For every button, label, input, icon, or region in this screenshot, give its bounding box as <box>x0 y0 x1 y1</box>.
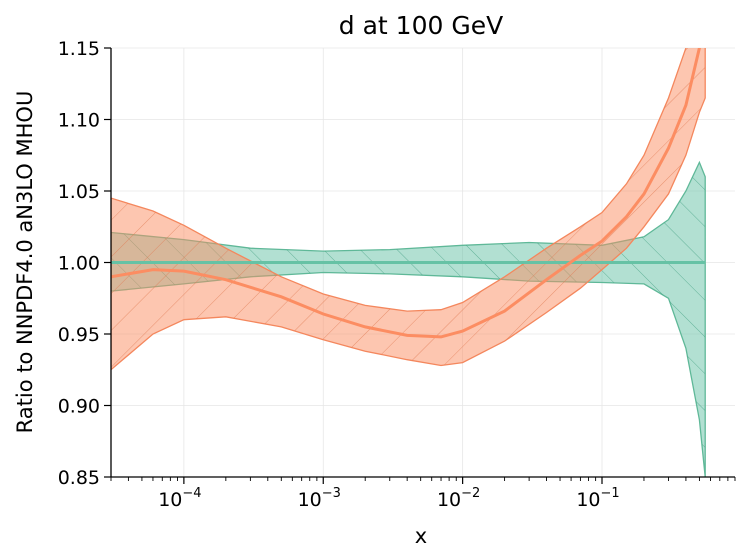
x-tick-base: 10 <box>298 489 322 511</box>
orange-central-line <box>111 48 701 339</box>
x-tick-base: 10 <box>437 489 461 511</box>
y-axis-label: Ratio to NNPDF4.0 aN3LO MHOU <box>13 91 37 434</box>
y-tick-label: 1.00 <box>58 253 100 275</box>
y-tick-label: 0.95 <box>58 324 100 346</box>
x-tick-label: 10−1 <box>576 486 619 511</box>
x-tick-exponent: −1 <box>601 486 620 501</box>
x-tick-label: 10−2 <box>437 486 480 511</box>
orange-band-hatch <box>111 48 706 370</box>
x-axis-ticks: 10−4 10−3 10−2 10−1 <box>110 477 736 511</box>
y-axis-ticks: 0.85 0.90 0.95 1.00 1.05 1.10 1.15 <box>58 38 111 489</box>
y-tick-label: 1.10 <box>58 110 100 132</box>
x-axis-label: x <box>415 524 427 548</box>
x-tick-exponent: −2 <box>461 486 480 501</box>
x-tick-label: 10−4 <box>158 486 201 511</box>
y-tick-label: 0.90 <box>58 396 100 418</box>
x-tick-exponent: −3 <box>322 486 341 501</box>
chart-title: d at 100 GeV <box>339 11 503 40</box>
y-tick-label: 0.85 <box>58 467 100 489</box>
central-lines <box>111 48 706 339</box>
y-tick-label: 1.15 <box>58 38 100 60</box>
x-tick-exponent: −4 <box>182 486 201 501</box>
y-tick-label: 1.05 <box>58 181 100 203</box>
x-tick-base: 10 <box>576 489 600 511</box>
x-tick-label: 10−3 <box>298 486 341 511</box>
x-tick-base: 10 <box>158 489 182 511</box>
